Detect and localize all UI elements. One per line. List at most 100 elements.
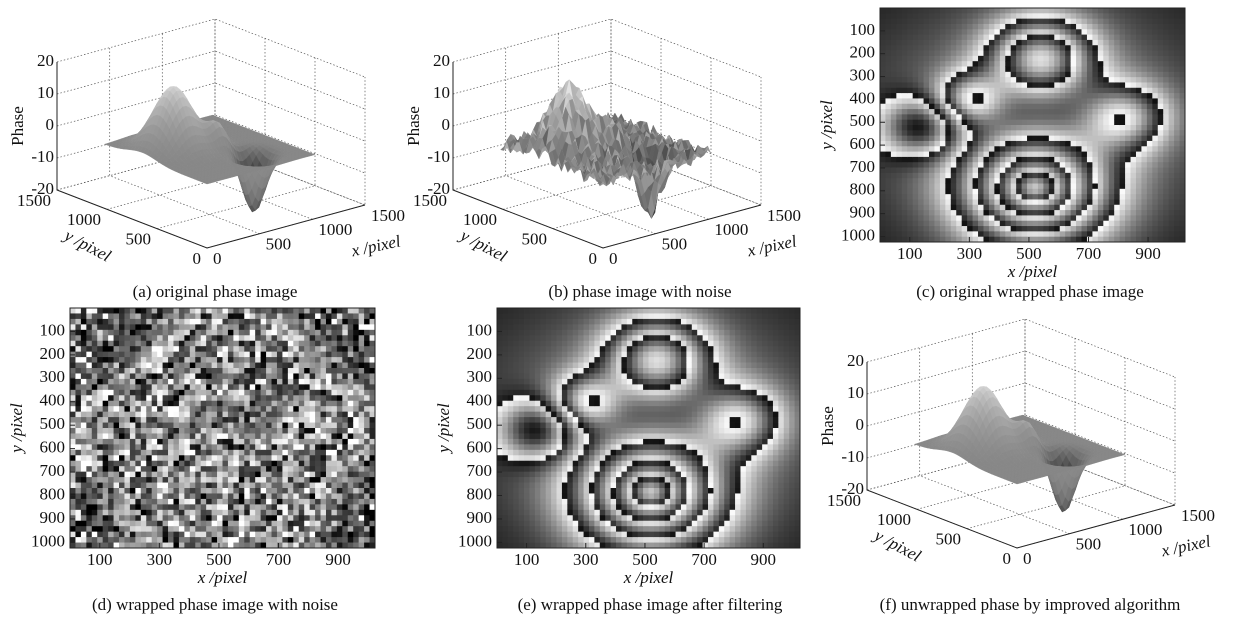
pixel (983, 61, 989, 67)
pixel (967, 152, 973, 158)
pixel (1174, 93, 1180, 99)
pixel (973, 125, 979, 131)
pixel (1169, 189, 1175, 195)
pixel (1011, 178, 1017, 184)
pixel (1098, 120, 1104, 126)
pixel (934, 61, 940, 67)
pixel (1082, 77, 1088, 83)
pixel (907, 40, 913, 46)
pixel (1043, 199, 1049, 205)
pixel (1060, 40, 1066, 46)
pixel (1169, 162, 1175, 168)
pixel (934, 178, 940, 184)
pixel (1125, 19, 1131, 25)
pixel (1131, 51, 1137, 57)
pixel (983, 29, 989, 35)
pixel (1092, 226, 1098, 232)
pixel (989, 61, 995, 67)
pixel (989, 136, 995, 142)
pixel (907, 199, 913, 205)
pixel (1141, 98, 1147, 104)
pixel (1071, 215, 1077, 221)
pixel (92, 352, 98, 358)
pixel (1060, 19, 1066, 25)
pixel (1071, 189, 1077, 195)
pixel (75, 324, 81, 330)
pixel (967, 221, 973, 227)
pixel (929, 210, 935, 216)
pixel (1054, 29, 1060, 35)
pixel (929, 93, 935, 99)
pixel (92, 521, 98, 527)
pixel (1033, 45, 1039, 51)
pixel (945, 199, 951, 205)
pixel (929, 189, 935, 195)
pixel (924, 178, 930, 184)
pixel (1120, 157, 1126, 163)
pixel (1120, 226, 1126, 232)
pixel (1071, 146, 1077, 152)
x-tick-label: 500 (266, 235, 292, 254)
pixel (1141, 189, 1147, 195)
pixel (891, 24, 897, 30)
pixel (896, 61, 902, 67)
pixel (1169, 88, 1175, 94)
pixel (1022, 51, 1028, 57)
pixel (1147, 231, 1153, 237)
pixel (1033, 51, 1039, 57)
pixel (1174, 104, 1180, 110)
pixel (934, 162, 940, 168)
pixel (1163, 221, 1169, 227)
pixel (1131, 221, 1137, 227)
pixel (1131, 215, 1137, 221)
pixel (1103, 93, 1109, 99)
pixel (896, 120, 902, 126)
x-tick-label: 1500 (767, 206, 801, 225)
pixel (108, 373, 114, 379)
pixel (1092, 162, 1098, 168)
pixel (1027, 93, 1033, 99)
pixel (913, 77, 919, 83)
pixel (1065, 56, 1071, 62)
pixel (1071, 82, 1077, 88)
pixel (1033, 61, 1039, 67)
pixel (103, 395, 109, 401)
pixel (973, 13, 979, 19)
x-tick-label: 100 (897, 244, 923, 263)
pixel (103, 324, 109, 330)
pixel (86, 423, 92, 429)
pixel (1158, 82, 1164, 88)
pixel (1131, 88, 1137, 94)
pixel (907, 136, 913, 142)
pixel (973, 88, 979, 94)
pixel (1136, 194, 1142, 200)
pixel (896, 210, 902, 216)
pixel (896, 45, 902, 51)
pixel (978, 77, 984, 83)
pixel (86, 488, 92, 494)
pixel (885, 120, 891, 126)
pixel (1049, 157, 1055, 163)
pixel (1125, 215, 1131, 221)
pixel (1005, 226, 1011, 232)
pixel (1109, 13, 1115, 19)
pixel (951, 189, 957, 195)
pixel (1038, 45, 1044, 51)
pixel (885, 56, 891, 62)
pixel (880, 104, 886, 110)
pixel (86, 352, 92, 358)
pixel (913, 13, 919, 19)
pixel (103, 346, 109, 352)
pixel (1027, 51, 1033, 57)
pixel (1027, 173, 1033, 179)
pixel (1174, 205, 1180, 211)
pixel (902, 178, 908, 184)
pixel (880, 141, 886, 147)
pixel (1087, 67, 1093, 73)
pixel (1071, 168, 1077, 174)
pixel (924, 61, 930, 67)
pixel (1092, 141, 1098, 147)
pixel (1033, 40, 1039, 46)
pixel (1125, 162, 1131, 168)
pixel (1169, 104, 1175, 110)
